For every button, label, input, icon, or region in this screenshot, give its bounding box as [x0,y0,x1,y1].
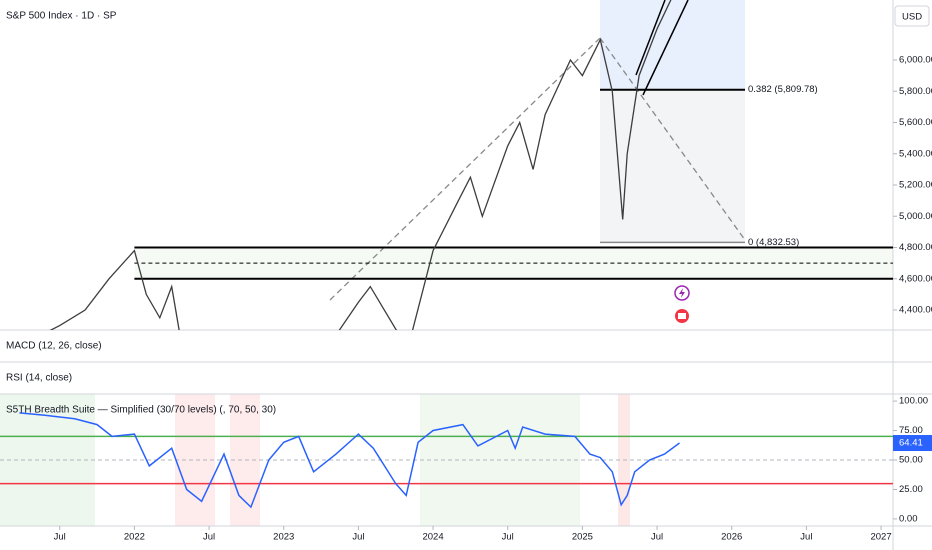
x-tick-label: Jul [651,532,663,543]
y-tick-label: 4,400.00 [899,305,932,316]
price-line [49,0,672,330]
x-tick-label: 2023 [273,532,294,543]
event-icon-glyph [679,288,685,298]
macd-label[interactable]: MACD (12, 26, close) [6,341,102,352]
x-tick-label: Jul [54,532,66,543]
x-tick-label: 2026 [721,532,742,543]
channel-line [642,0,689,96]
breadth-shading [175,394,215,526]
fib-label: 0 (4,832.53) [748,237,799,248]
y-tick-label: 100.00 [899,396,928,407]
fib-zone-upper [600,0,745,90]
currency[interactable]: USD [902,12,922,23]
price-line [19,412,680,509]
x-tick-label: Jul [502,532,514,543]
last-value-label: 64.41 [899,438,923,449]
trend-line [329,37,601,301]
series-group [19,412,680,509]
y-tick-label: 50.00 [899,455,923,466]
series-group [49,0,672,330]
rsi-label[interactable]: RSI (14, close) [6,373,72,384]
y-tick-label: 25.00 [899,484,923,495]
channel-line [635,0,666,76]
y-tick-label: 5,200.00 [899,180,932,191]
support-zone [135,249,893,279]
trend-line [599,37,746,241]
last-value-box [893,435,932,452]
x-tick-label: 2027 [870,532,891,543]
fib-label: 0.382 (5,809.78) [748,84,818,95]
economic-event-glyph [678,313,686,319]
y-tick-label: 0.00 [899,513,918,524]
x-tick-label: 2022 [124,532,145,543]
x-tick-label: Jul [800,532,812,543]
y-tick-label: 5,000.00 [899,211,932,222]
fib-zone-lower [600,90,745,242]
y-tick-label: 5,600.00 [899,117,932,128]
x-tick-label: 2024 [422,532,443,543]
y-tick-label: 5,400.00 [899,148,932,159]
y-tick-label: 5,800.00 [899,86,932,97]
x-tick-label: Jul [203,532,215,543]
y-tick-label: 6,000.00 [899,55,932,66]
symbol-title: S&P 500 Index · 1D · SP [6,11,117,22]
y-tick-label: 4,800.00 [899,242,932,253]
x-tick-label: 2025 [572,532,593,543]
currency-button[interactable] [894,5,930,27]
y-tick-label: 75.00 [899,425,923,436]
y-tick-label: 4,600.00 [899,273,932,284]
breadth-label[interactable]: S5TH Breadth Suite — Simplified (30/70 l… [6,405,276,416]
x-tick-label: Jul [352,532,364,543]
